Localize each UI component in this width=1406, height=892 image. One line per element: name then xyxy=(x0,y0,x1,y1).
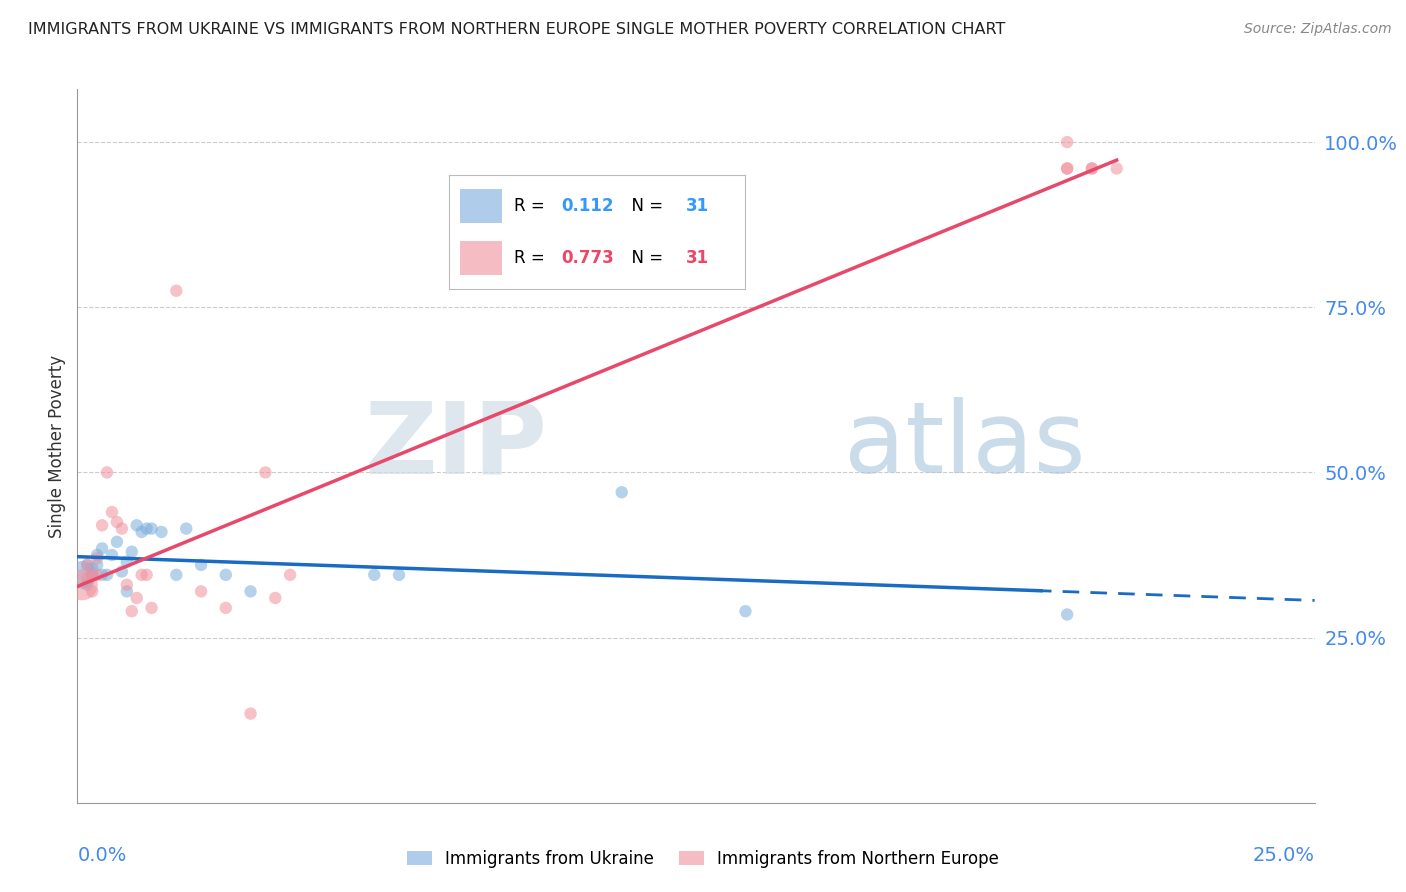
Bar xyxy=(460,188,502,223)
Point xyxy=(150,524,173,539)
Point xyxy=(278,567,301,582)
Point xyxy=(264,591,287,605)
Point xyxy=(101,505,124,519)
Point xyxy=(105,515,128,529)
Point xyxy=(141,522,163,536)
Point xyxy=(215,600,238,615)
Point xyxy=(96,567,118,582)
Text: N =: N = xyxy=(620,196,668,215)
Point xyxy=(121,604,143,618)
Point xyxy=(141,600,163,615)
Point xyxy=(1081,161,1104,176)
Point xyxy=(125,518,148,533)
Bar xyxy=(460,241,502,276)
Point xyxy=(165,567,187,582)
Point xyxy=(115,578,138,592)
Point xyxy=(82,567,104,582)
Text: R =: R = xyxy=(513,196,550,215)
Point xyxy=(105,534,128,549)
Point xyxy=(190,584,212,599)
Text: R =: R = xyxy=(513,249,550,268)
Point xyxy=(86,551,108,566)
Point xyxy=(174,522,197,536)
Text: 0.773: 0.773 xyxy=(561,249,614,268)
Point xyxy=(1081,161,1104,176)
Point xyxy=(239,584,262,599)
Y-axis label: Single Mother Poverty: Single Mother Poverty xyxy=(48,354,66,538)
Text: 25.0%: 25.0% xyxy=(1253,846,1315,864)
Point xyxy=(165,284,187,298)
Point xyxy=(131,524,153,539)
Point xyxy=(115,584,138,599)
Point xyxy=(82,561,104,575)
Point xyxy=(1056,607,1078,622)
Point xyxy=(76,558,98,572)
Point xyxy=(363,567,385,582)
Point xyxy=(91,567,114,582)
Point xyxy=(121,545,143,559)
Point xyxy=(91,518,114,533)
Point xyxy=(76,578,98,592)
Point xyxy=(135,522,157,536)
Point xyxy=(91,541,114,556)
Point xyxy=(82,567,104,582)
Point xyxy=(115,555,138,569)
Point xyxy=(72,578,94,592)
Point xyxy=(190,558,212,572)
Point xyxy=(86,567,108,582)
Text: IMMIGRANTS FROM UKRAINE VS IMMIGRANTS FROM NORTHERN EUROPE SINGLE MOTHER POVERTY: IMMIGRANTS FROM UKRAINE VS IMMIGRANTS FR… xyxy=(28,22,1005,37)
Text: 31: 31 xyxy=(686,196,709,215)
Point xyxy=(72,567,94,582)
Point xyxy=(86,558,108,572)
Point xyxy=(734,604,756,618)
Point xyxy=(76,571,98,585)
Text: Source: ZipAtlas.com: Source: ZipAtlas.com xyxy=(1244,22,1392,37)
Text: 0.0%: 0.0% xyxy=(77,846,127,864)
Point xyxy=(101,548,124,562)
Point xyxy=(1056,161,1078,176)
Text: ZIP: ZIP xyxy=(364,398,547,494)
Point xyxy=(82,584,104,599)
Text: 31: 31 xyxy=(686,249,709,268)
Point xyxy=(96,466,118,480)
Point xyxy=(1056,161,1078,176)
Point xyxy=(86,548,108,562)
Point xyxy=(135,567,157,582)
Point xyxy=(1056,135,1078,149)
Point xyxy=(1105,161,1128,176)
Point xyxy=(111,522,134,536)
Point xyxy=(76,558,98,572)
Point xyxy=(125,591,148,605)
Point xyxy=(111,565,134,579)
Point xyxy=(610,485,633,500)
Point xyxy=(131,567,153,582)
Point xyxy=(388,567,411,582)
Text: 0.112: 0.112 xyxy=(561,196,614,215)
Legend: Immigrants from Ukraine, Immigrants from Northern Europe: Immigrants from Ukraine, Immigrants from… xyxy=(401,844,1005,875)
Text: N =: N = xyxy=(620,249,668,268)
Point xyxy=(215,567,238,582)
Point xyxy=(254,466,277,480)
Text: atlas: atlas xyxy=(845,398,1085,494)
Point xyxy=(239,706,262,721)
